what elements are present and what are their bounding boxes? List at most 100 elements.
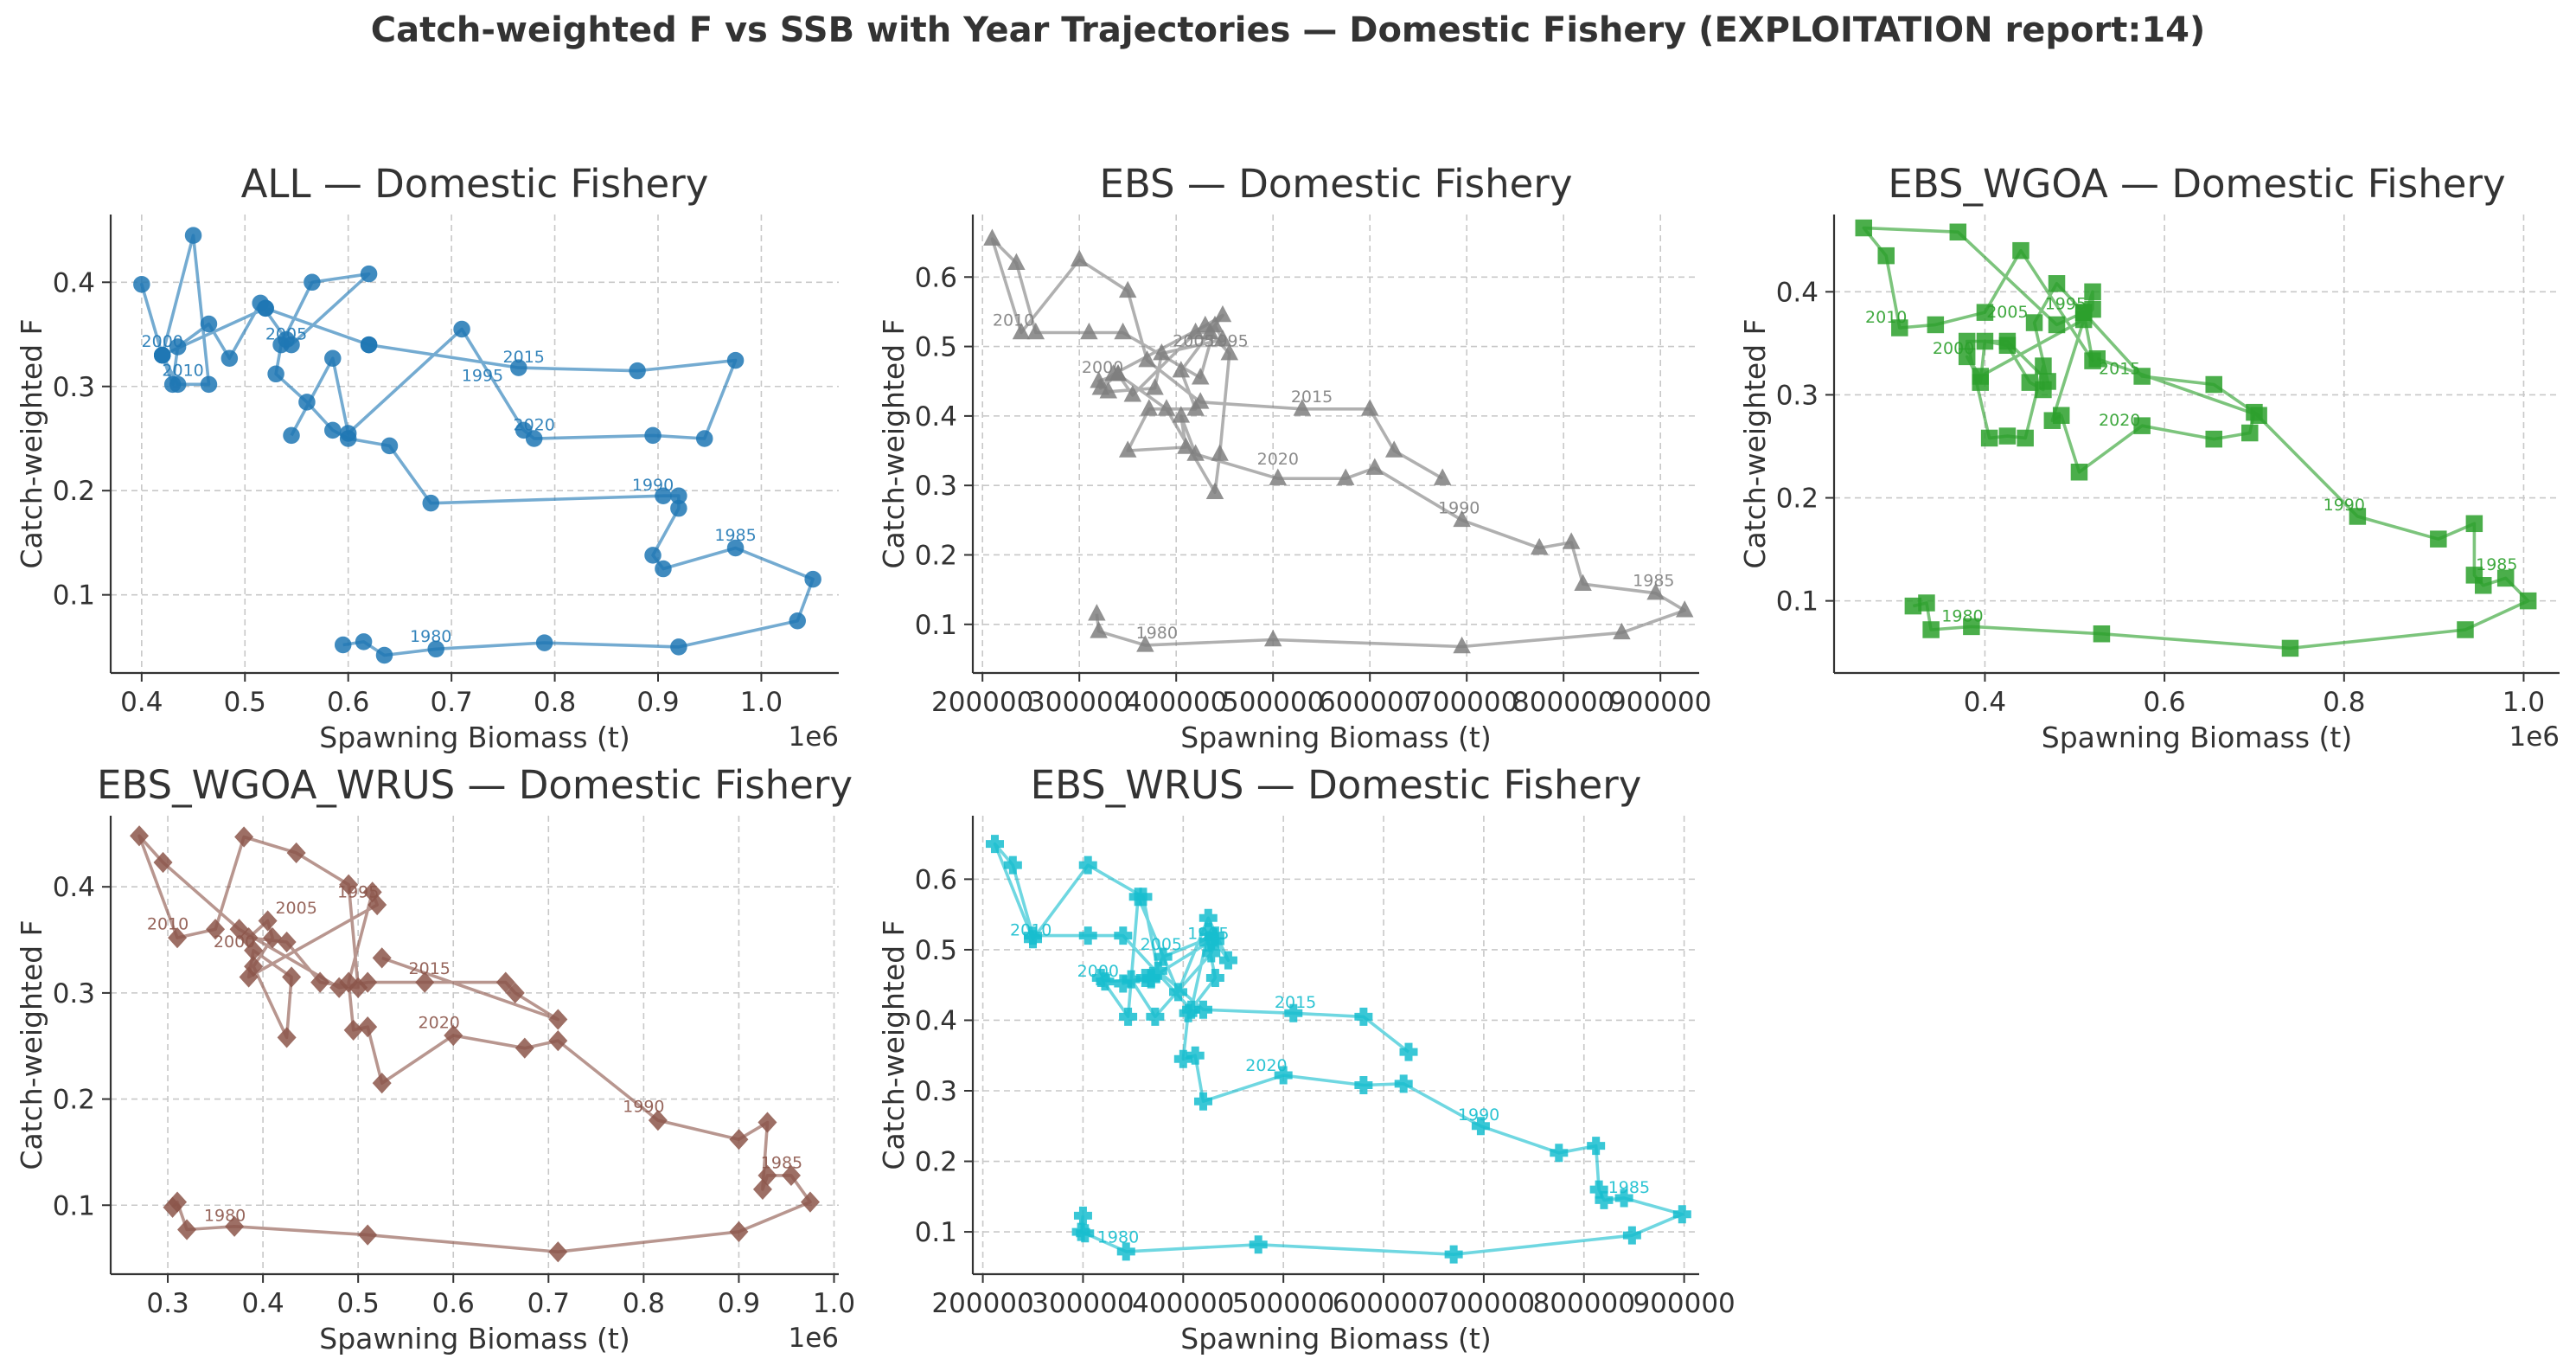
data-point — [1186, 322, 1205, 340]
year-label: 2010 — [162, 362, 203, 381]
data-point — [244, 956, 264, 977]
data-point — [153, 346, 171, 364]
y-tick-label: 0.3 — [915, 471, 957, 502]
data-point — [2465, 567, 2483, 584]
chart-panel: 1980 1985 1990 1995 2000 2005 2010 2015 2020 0.4 0… — [15, 161, 839, 754]
year-label: 1990 — [623, 1097, 664, 1116]
data-point — [1146, 1007, 1165, 1026]
data-point — [1976, 304, 1994, 321]
data-point — [1574, 574, 1592, 591]
y-tick-label: 0.5 — [915, 332, 957, 363]
data-point — [1980, 429, 1998, 447]
y-tick-label: 0.2 — [1776, 484, 1819, 515]
data-point — [282, 966, 302, 988]
y-tick-label: 0.4 — [53, 872, 95, 903]
x-axis-label: Spawning Biomass (t) — [2042, 721, 2352, 754]
data-point — [1012, 322, 1031, 340]
year-label: 2000 — [1933, 339, 1974, 358]
data-point — [1154, 947, 1173, 966]
y-tick-label: 0.2 — [915, 540, 957, 571]
data-point — [1269, 468, 1288, 485]
data-point — [422, 494, 439, 512]
data-point — [1336, 468, 1355, 485]
data-point — [1191, 392, 1210, 409]
data-point — [1399, 1042, 1418, 1061]
series-line — [140, 234, 815, 657]
year-label: 2020 — [419, 1013, 460, 1032]
year-label: 2005 — [1986, 303, 2028, 322]
data-point — [2430, 530, 2447, 548]
year-label: 1995 — [1206, 332, 1248, 351]
year-label: 1980 — [1097, 1227, 1139, 1246]
year-label: 1980 — [1136, 624, 1178, 643]
data-point — [1444, 1245, 1463, 1264]
data-point — [644, 426, 662, 445]
data-point — [548, 1009, 568, 1030]
x-tick-label: 0.6 — [327, 687, 369, 718]
data-point — [286, 842, 306, 864]
data-point — [2093, 625, 2111, 643]
data-point — [355, 633, 373, 650]
x-tick-label: 0.4 — [1964, 687, 2006, 718]
data-point — [2084, 283, 2101, 301]
year-label: 2000 — [142, 332, 183, 351]
x-offset-label: 1e6 — [2509, 721, 2560, 753]
data-point — [1073, 1206, 1092, 1225]
data-point — [2088, 349, 2106, 368]
data-point — [1076, 1224, 1095, 1243]
year-label: 1985 — [1633, 572, 1674, 591]
panel-title: EBS_WRUS — Domestic Fishery — [1031, 762, 1642, 808]
data-point — [1613, 622, 1631, 640]
y-tick-label: 0.3 — [53, 978, 95, 1009]
year-label: 1990 — [632, 476, 674, 495]
x-axis-label: Spawning Biomass (t) — [1180, 721, 1491, 754]
data-point — [310, 971, 330, 993]
year-label: 2015 — [2099, 360, 2140, 379]
data-point — [1080, 322, 1098, 340]
data-point — [1614, 1189, 1633, 1208]
y-tick-label: 0.2 — [53, 1085, 95, 1116]
data-point — [133, 275, 150, 293]
y-tick-label: 0.2 — [53, 476, 95, 507]
data-point — [1114, 322, 1132, 340]
data-point — [1972, 374, 1990, 391]
data-point — [358, 1224, 378, 1246]
data-point — [225, 1215, 245, 1237]
data-point — [655, 487, 672, 504]
data-point — [263, 926, 283, 949]
x-tick-label: 300000 — [1032, 1288, 1134, 1319]
year-label: 2010 — [993, 311, 1034, 330]
year-label: 1980 — [204, 1207, 246, 1226]
y-tick-label: 0.4 — [1776, 277, 1819, 308]
data-point — [1148, 961, 1167, 980]
data-point — [2025, 314, 2043, 331]
y-tick-label: 0.1 — [915, 1217, 957, 1248]
data-point — [1078, 856, 1097, 875]
x-tick-label: 400000 — [1125, 687, 1227, 718]
data-point — [781, 1164, 801, 1187]
data-point — [1138, 350, 1156, 368]
year-label: 2010 — [1010, 921, 1051, 940]
data-point — [1193, 1092, 1212, 1111]
series-line — [1862, 226, 2530, 650]
data-point — [2465, 515, 2483, 533]
year-label: 2020 — [1257, 450, 1299, 469]
data-point — [1099, 381, 1118, 399]
data-point — [1354, 1007, 1373, 1026]
x-tick-label: 400000 — [1132, 1288, 1234, 1319]
data-point — [1646, 583, 1665, 600]
data-point — [1384, 440, 1403, 458]
y-tick-label: 0.6 — [915, 262, 957, 293]
data-point — [800, 1191, 820, 1213]
x-axis-label: Spawning Biomass (t) — [1180, 1322, 1491, 1355]
data-point — [1433, 468, 1452, 485]
data-point — [752, 1178, 772, 1200]
year-label: 2015 — [1275, 993, 1316, 1012]
data-point — [177, 1219, 197, 1240]
data-point — [1136, 635, 1154, 652]
data-point — [304, 273, 321, 292]
y-axis-label: Catch-weighted F — [877, 920, 911, 1170]
data-point — [1998, 427, 2017, 445]
data-point — [1146, 378, 1164, 395]
data-point — [444, 1024, 463, 1047]
